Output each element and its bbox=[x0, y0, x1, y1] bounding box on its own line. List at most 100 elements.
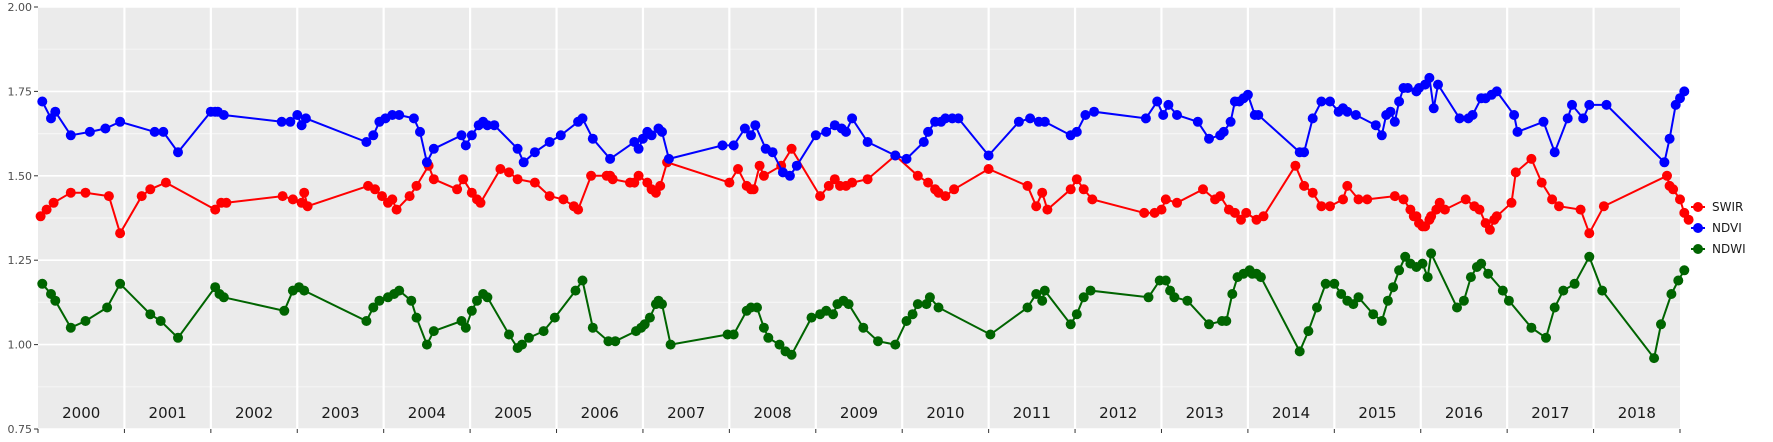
legend-label: SWIR bbox=[1712, 200, 1743, 214]
data-point bbox=[1679, 86, 1690, 97]
data-point bbox=[482, 292, 493, 303]
data-point bbox=[1065, 319, 1076, 330]
data-point bbox=[1389, 116, 1400, 127]
data-point bbox=[1022, 180, 1033, 191]
data-point bbox=[806, 312, 817, 323]
data-point bbox=[1549, 147, 1560, 158]
data-point bbox=[739, 123, 750, 134]
data-point bbox=[1467, 110, 1478, 120]
data-point bbox=[665, 339, 676, 350]
data-point bbox=[50, 295, 61, 306]
y-tick-label: 2.00 bbox=[8, 1, 33, 14]
data-point bbox=[1673, 275, 1684, 286]
data-point bbox=[843, 299, 854, 310]
data-point bbox=[823, 180, 834, 191]
data-point bbox=[758, 322, 769, 333]
data-point bbox=[663, 153, 674, 164]
series-ndwi bbox=[37, 248, 1690, 364]
data-point bbox=[577, 113, 588, 124]
data-point bbox=[1426, 248, 1437, 259]
data-point bbox=[1394, 265, 1405, 276]
data-point bbox=[748, 184, 759, 195]
data-point bbox=[1558, 285, 1569, 296]
data-point bbox=[458, 174, 469, 185]
data-point bbox=[1512, 126, 1523, 137]
data-point bbox=[1683, 214, 1694, 225]
data-point bbox=[374, 295, 385, 306]
data-point bbox=[1439, 204, 1450, 215]
data-point bbox=[1460, 194, 1471, 205]
data-point bbox=[1388, 282, 1399, 293]
data-point bbox=[890, 150, 901, 161]
data-point bbox=[279, 305, 290, 316]
data-point bbox=[160, 177, 171, 188]
data-point bbox=[518, 157, 529, 168]
data-point bbox=[292, 110, 303, 120]
data-point bbox=[1299, 147, 1310, 158]
legend-key-point bbox=[1693, 223, 1703, 233]
year-label: 2007 bbox=[667, 404, 705, 422]
data-point bbox=[873, 336, 883, 347]
data-point bbox=[1225, 116, 1236, 127]
data-point bbox=[1584, 251, 1595, 262]
data-point bbox=[489, 120, 500, 131]
data-point bbox=[377, 191, 387, 202]
data-point bbox=[472, 295, 482, 306]
data-point bbox=[1080, 110, 1091, 120]
data-point bbox=[115, 228, 126, 239]
year-label: 2012 bbox=[1099, 404, 1137, 422]
data-point bbox=[80, 316, 91, 326]
data-point bbox=[1071, 126, 1082, 137]
data-point bbox=[1422, 272, 1433, 283]
data-point bbox=[1362, 194, 1373, 205]
data-point bbox=[912, 170, 923, 181]
data-point bbox=[646, 130, 657, 141]
data-point bbox=[299, 187, 310, 198]
data-point bbox=[370, 184, 380, 195]
data-point bbox=[1299, 180, 1310, 191]
data-point bbox=[907, 309, 918, 320]
data-point bbox=[573, 204, 584, 215]
data-point bbox=[558, 194, 569, 205]
data-point bbox=[415, 126, 425, 137]
data-point bbox=[1158, 110, 1169, 120]
data-point bbox=[1675, 194, 1685, 205]
data-point bbox=[1659, 157, 1670, 168]
data-point bbox=[1400, 251, 1411, 262]
data-point bbox=[901, 153, 912, 164]
data-point bbox=[1370, 120, 1381, 131]
data-point bbox=[529, 147, 540, 158]
data-point bbox=[1229, 207, 1240, 218]
data-point bbox=[1598, 201, 1609, 212]
y-tick-label: 1.25 bbox=[8, 254, 33, 267]
year-label: 2002 bbox=[235, 404, 273, 422]
data-point bbox=[1666, 289, 1677, 299]
legend-item: NDVI bbox=[1691, 221, 1742, 235]
data-point bbox=[1290, 160, 1301, 171]
data-point bbox=[428, 143, 439, 154]
data-point bbox=[610, 336, 621, 347]
data-point bbox=[1454, 113, 1465, 124]
data-point bbox=[1294, 346, 1305, 357]
data-point bbox=[1509, 110, 1520, 120]
data-point bbox=[985, 329, 996, 340]
data-point bbox=[84, 126, 95, 137]
data-point bbox=[302, 201, 313, 212]
data-point bbox=[391, 204, 402, 215]
data-point bbox=[1307, 187, 1318, 198]
data-point bbox=[115, 278, 126, 289]
data-point bbox=[517, 339, 527, 350]
data-point bbox=[774, 339, 785, 350]
data-point bbox=[586, 170, 597, 181]
year-label: 2014 bbox=[1272, 404, 1310, 422]
year-label: 2009 bbox=[840, 404, 878, 422]
data-point bbox=[145, 184, 156, 195]
data-point bbox=[145, 309, 156, 320]
data-point bbox=[1204, 133, 1214, 144]
data-point bbox=[1192, 116, 1203, 127]
data-point bbox=[1316, 201, 1327, 212]
data-point bbox=[1241, 207, 1252, 218]
data-point bbox=[1089, 106, 1100, 117]
data-point bbox=[1078, 184, 1089, 195]
legend-label: NDVI bbox=[1712, 221, 1742, 235]
